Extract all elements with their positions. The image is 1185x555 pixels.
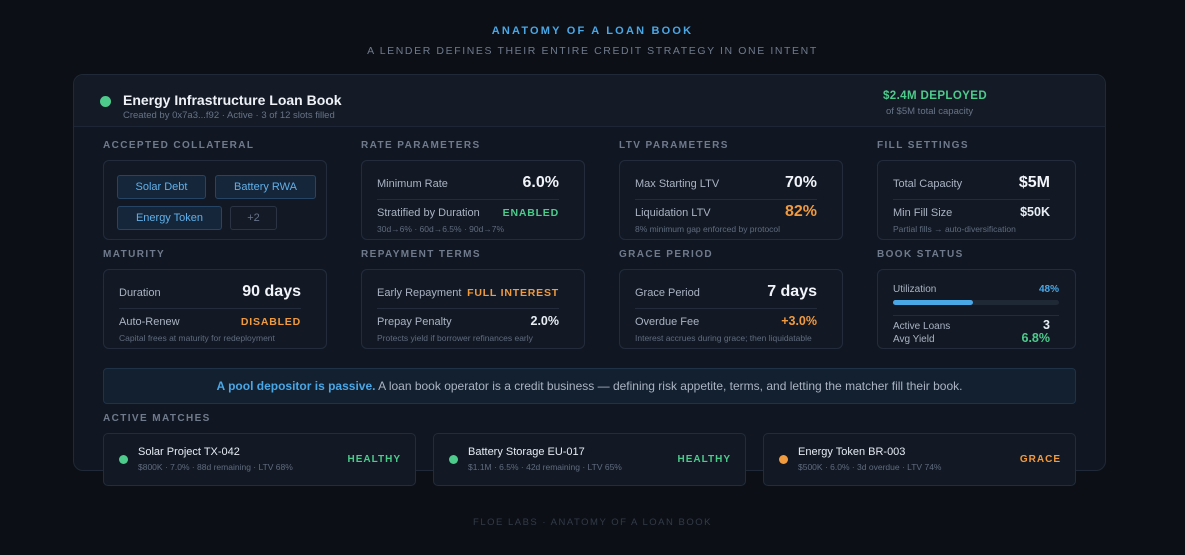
callout-bold: A pool depositor is passive. [216,379,376,393]
ltv-panel: Max Starting LTV 70% Liquidation LTV 82%… [619,160,843,240]
utilization-value: 48% [1038,284,1059,295]
collateral-chip-battery-rwa[interactable]: Battery RWA [215,175,316,199]
rate-divider [377,199,559,200]
early-repayment-label: Early Repayment [377,287,462,299]
collateral-section-label: ACCEPTED COLLATERAL [103,140,255,151]
match-card-solar[interactable]: Solar Project TX-042 $800K · 7.0% · 88d … [103,433,416,486]
repayment-divider [377,308,559,309]
ltv-note: 8% minimum gap enforced by protocol [635,224,781,234]
match-status-dot [449,455,458,464]
utilization-bar [893,300,1059,305]
total-capacity-label: Total Capacity [893,178,963,190]
rate-note: 30d→6% · 60d→6.5% · 90d→7% [377,224,505,234]
loan-book-header: Energy Infrastructure Loan Book Created … [74,75,1105,127]
loan-book-title: Energy Infrastructure Loan Book [123,92,342,108]
grace-panel: Grace Period 7 days Overdue Fee +3.0% In… [619,269,843,349]
match-card-battery[interactable]: Battery Storage EU-017 $1.1M · 6.5% · 42… [433,433,746,486]
match-meta: $800K · 7.0% · 88d remaining · LTV 68% [138,462,293,472]
maturity-panel: Duration 90 days Auto-Renew DISABLED Cap… [103,269,327,349]
status-panel: Utilization 48% Active Loans 3 Avg Yield… [877,269,1076,349]
grace-period-value: 7 days [767,283,817,300]
grace-period-label: Grace Period [635,287,700,299]
min-fill-label: Min Fill Size [893,207,953,219]
active-loans-label: Active Loans [893,321,951,332]
match-meta: $1.1M · 6.5% · 42d remaining · LTV 65% [468,462,622,472]
min-rate-value: 6.0% [522,174,559,191]
total-capacity-note: of $5M total capacity [886,106,974,117]
liquidation-ltv-value: 82% [784,203,817,220]
match-status: HEALTHY [347,454,401,465]
max-ltv-label: Max Starting LTV [635,178,720,190]
status-section-label: BOOK STATUS [877,249,964,260]
page-footer: FLOE LABS · ANATOMY OF A LOAN BOOK [473,517,712,528]
duration-value: 90 days [242,283,301,300]
grace-divider [635,308,817,309]
operator-callout: A pool depositor is passive. A loan book… [103,368,1076,404]
stratified-value: ENABLED [502,207,559,219]
deployed-amount: $2.4M DEPLOYED [883,90,988,102]
collateral-more-chip[interactable]: +2 [230,206,277,230]
fill-note: Partial fills → auto-diversification [893,224,1016,234]
match-name: Battery Storage EU-017 [468,446,585,458]
stratified-label: Stratified by Duration [377,207,480,219]
total-capacity-value: $5M [1018,174,1050,191]
collateral-chip-energy-token[interactable]: Energy Token [117,206,222,230]
rate-panel: Minimum Rate 6.0% Stratified by Duration… [361,160,585,240]
prepay-penalty-label: Prepay Penalty [377,316,452,328]
callout-text: A loan book operator is a credit busines… [375,379,963,393]
loan-book-meta: Created by 0x7a3...f92 · Active · 3 of 1… [123,110,335,121]
avg-yield-label: Avg Yield [893,334,935,345]
match-status: GRACE [1019,454,1061,465]
ltv-section-label: LTV PARAMETERS [619,140,729,151]
collateral-chip-solar-debt[interactable]: Solar Debt [117,175,206,199]
match-status-dot [119,455,128,464]
rate-section-label: RATE PARAMETERS [361,140,481,151]
status-divider [893,315,1059,316]
matches-section-label: ACTIVE MATCHES [103,413,211,424]
match-name: Solar Project TX-042 [138,446,240,458]
max-ltv-value: 70% [784,174,817,191]
prepay-penalty-value: 2.0% [530,314,560,328]
fill-section-label: FILL SETTINGS [877,140,969,151]
grace-note: Interest accrues during grace; then liqu… [635,333,812,343]
fill-divider [893,199,1050,200]
eyebrow-title: ANATOMY OF A LOAN BOOK [491,25,694,37]
match-card-energy-token[interactable]: Energy Token BR-003 $500K · 6.0% · 3d ov… [763,433,1076,486]
utilization-bar-fill [893,300,973,305]
page-subtitle: A LENDER DEFINES THEIR ENTIRE CREDIT STR… [367,45,818,57]
duration-label: Duration [119,287,161,299]
auto-renew-label: Auto-Renew [119,316,180,328]
match-status: HEALTHY [677,454,731,465]
repayment-panel: Early Repayment FULL INTEREST Prepay Pen… [361,269,585,349]
maturity-section-label: MATURITY [103,249,166,260]
repayment-note: Protects yield if borrower refinances ea… [377,333,533,343]
overdue-fee-label: Overdue Fee [635,316,700,328]
ltv-divider [635,199,817,200]
match-status-dot [779,455,788,464]
min-fill-value: $50K [1020,205,1050,219]
fill-panel: Total Capacity $5M Min Fill Size $50K Pa… [877,160,1076,240]
match-name: Energy Token BR-003 [798,446,906,458]
collateral-panel: Solar Debt Battery RWA Energy Token +2 [103,160,327,240]
avg-yield-value: 6.8% [1021,331,1051,345]
active-loans-value: 3 [1043,318,1050,332]
min-rate-label: Minimum Rate [377,178,448,190]
liquidation-ltv-label: Liquidation LTV [635,207,711,219]
match-meta: $500K · 6.0% · 3d overdue · LTV 74% [798,462,942,472]
maturity-note: Capital frees at maturity for redeployme… [119,333,275,343]
auto-renew-value: DISABLED [240,316,301,328]
maturity-divider [119,308,301,309]
repayment-section-label: REPAYMENT TERMS [361,249,481,260]
overdue-fee-value: +3.0% [781,314,817,328]
grace-section-label: GRACE PERIOD [619,249,714,260]
early-repayment-value: FULL INTEREST [467,287,559,299]
active-status-dot [100,96,111,107]
utilization-label: Utilization [893,284,937,295]
